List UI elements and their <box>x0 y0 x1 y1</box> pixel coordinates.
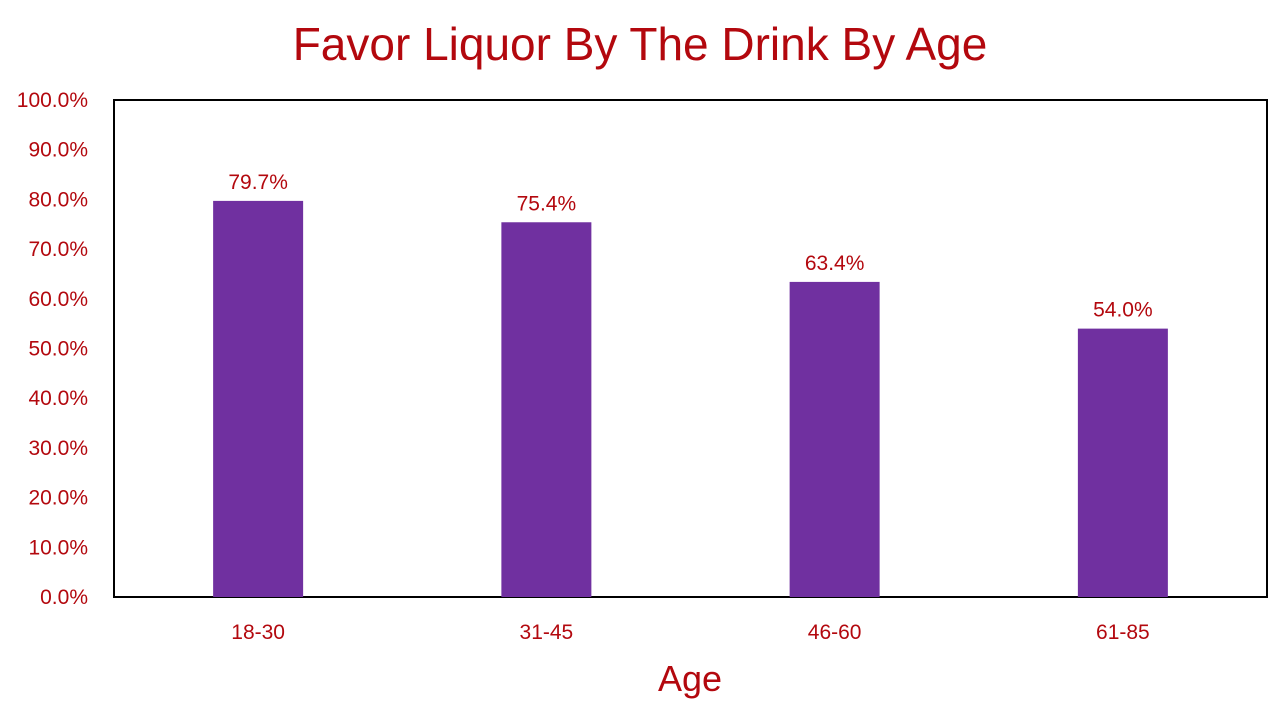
bar-series <box>213 200 1168 598</box>
y-tick-label: 80.0% <box>28 188 88 211</box>
data-label-31-45: 75.4% <box>517 192 577 215</box>
bar-18-30 <box>213 200 304 598</box>
bar-data-labels: 79.7% 75.4% 63.4% 54.0% <box>228 171 1152 322</box>
bar-46-60 <box>789 281 880 597</box>
y-tick-label: 0.0% <box>40 586 88 609</box>
plot-area-frame <box>113 99 1268 598</box>
y-tick-label: 30.0% <box>28 437 88 460</box>
chart-title: Favor Liquor By The Drink By Age <box>293 18 988 70</box>
y-tick-label: 100.0% <box>17 89 88 112</box>
y-tick-label: 20.0% <box>28 487 88 510</box>
data-label-18-30: 79.7% <box>228 171 288 194</box>
x-axis-tick-labels: 18-30 31-45 46-60 61-85 <box>231 621 1149 644</box>
data-label-61-85: 54.0% <box>1093 299 1153 322</box>
y-tick-label: 50.0% <box>28 338 88 361</box>
y-tick-label: 40.0% <box>28 387 88 410</box>
bar-31-45 <box>501 222 592 597</box>
x-axis-label: Age <box>658 658 722 699</box>
data-label-46-60: 63.4% <box>805 252 865 275</box>
y-tick-label: 10.0% <box>28 536 88 559</box>
y-tick-label: 70.0% <box>28 238 88 261</box>
x-tick-label: 46-60 <box>808 621 862 644</box>
y-tick-label: 90.0% <box>28 139 88 162</box>
bar-61-85 <box>1077 328 1168 597</box>
x-tick-label: 31-45 <box>520 621 574 644</box>
y-tick-label: 60.0% <box>28 288 88 311</box>
x-tick-label: 61-85 <box>1096 621 1150 644</box>
y-axis-tick-labels: 0.0% 10.0% 20.0% 30.0% 40.0% 50.0% 60.0% 70.0% 8… <box>17 89 88 609</box>
x-tick-label: 18-30 <box>231 621 285 644</box>
